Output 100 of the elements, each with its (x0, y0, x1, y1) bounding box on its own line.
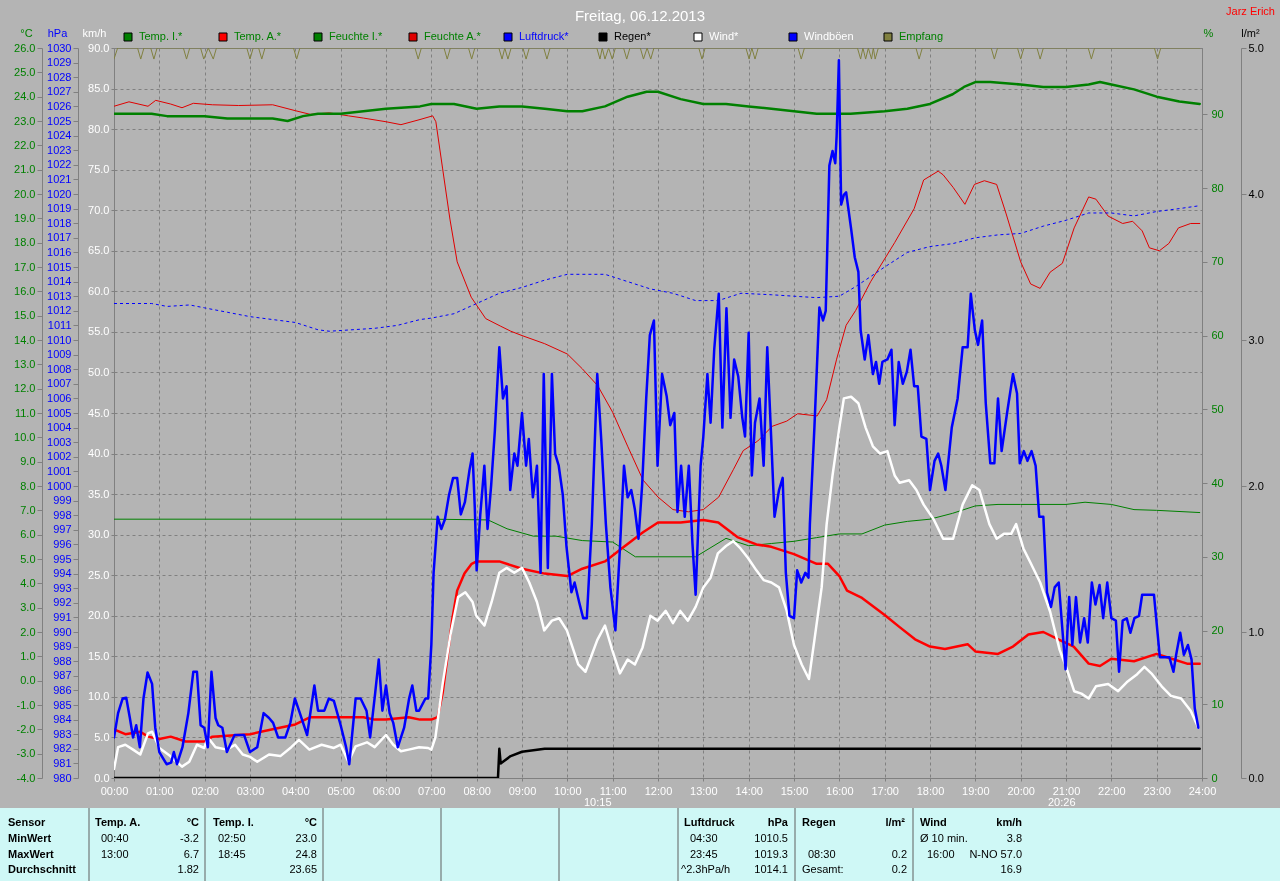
text: 23.0 (295, 832, 317, 844)
y2-tick-label: 1024 (47, 129, 72, 142)
text: Temp. A. (95, 816, 141, 828)
y2-tick-label: 1004 (47, 421, 72, 434)
text: 1010.5 (754, 832, 788, 844)
y-tick-label: 2.0 (20, 625, 36, 638)
y-tick-label: 15.0 (14, 309, 36, 322)
x-tick-label: 17:00 (871, 784, 899, 797)
y-tick-label: 0.0 (20, 674, 36, 687)
y3-tick-label: 75.0 (88, 163, 110, 176)
y2-tick-label: 1011 (47, 318, 72, 331)
y2-tick-label: 1012 (47, 304, 72, 317)
text: hPa (767, 816, 789, 828)
text: 02:50 (218, 832, 246, 844)
text: 1019.3 (754, 847, 788, 860)
text: Durchschnitt (8, 863, 77, 875)
y-tick-label: 40 (1211, 476, 1224, 489)
y-tick-label: 20 (1211, 624, 1224, 637)
legend-label: Wind* (709, 30, 740, 42)
y-tick-label: -4.0 (16, 771, 36, 784)
y2-tick-label: 990 (53, 625, 72, 638)
line-series (114, 99, 1201, 513)
y2-tick-label: 1019 (47, 202, 72, 215)
text: 23:45 (690, 847, 718, 860)
y3-tick-label: 55.0 (88, 325, 110, 338)
y-axis-title: °C (20, 26, 33, 39)
y2-tick-label: 987 (53, 669, 72, 682)
y3-tick-label: 30.0 (88, 528, 110, 541)
y-tick-label: 20.0 (14, 187, 36, 200)
y2-tick-label: 1028 (47, 70, 72, 83)
y2-tick-label: 1021 (47, 172, 72, 185)
y3-tick-label: 80.0 (88, 122, 110, 135)
y2-tick-label: 1007 (47, 377, 72, 390)
y2-tick-label: 1017 (47, 231, 72, 244)
text: 00:40 (101, 832, 129, 844)
y2-tick-label: 1014 (47, 275, 72, 288)
text: 13:00 (101, 847, 129, 860)
text: 20:26 (1048, 796, 1076, 808)
y2-tick-label: 997 (53, 523, 72, 536)
text: Wind (920, 816, 947, 828)
y-tick-label: 23.0 (14, 114, 36, 127)
y-tick-label: 60 (1211, 329, 1224, 342)
y-tick-label: 3.0 (20, 601, 36, 614)
text: 23.65 (289, 863, 317, 875)
y2-tick-label: 2.0 (1248, 479, 1264, 492)
y-tick-label: 12.0 (14, 382, 36, 395)
text: N-NO 57.0 (969, 847, 1022, 860)
y-tick-label: 13.0 (14, 357, 36, 370)
legend-label: Windböen (804, 30, 854, 42)
y2-tick-label: 1030 (47, 41, 72, 54)
legend-label: Feuchte A.* (424, 30, 482, 42)
y3-tick-label: 35.0 (88, 487, 110, 500)
text: 04:30 (690, 832, 718, 844)
y-tick-label: 21.0 (14, 163, 36, 176)
text: Sensor (8, 816, 47, 828)
y2-tick-label: 982 (53, 742, 72, 755)
x-tick-label: 02:00 (191, 784, 219, 797)
y-tick-label: -2.0 (16, 722, 36, 735)
x-tick-label: 06:00 (372, 784, 401, 797)
y-tick-label: 22.0 (14, 138, 36, 151)
y2-tick-label: 984 (53, 713, 72, 726)
x-tick-label: 21:00 (1052, 784, 1081, 797)
x-tick-label: 13:00 (690, 784, 718, 797)
text: Temp. I. (213, 816, 254, 828)
y2-tick-label: 989 (53, 640, 72, 653)
y3-tick-label: 0.0 (94, 771, 110, 784)
y-tick-label: 17.0 (14, 260, 36, 273)
y-axis-title: % (1203, 26, 1214, 39)
y-tick-label: 80 (1211, 181, 1224, 194)
x-tick-label: 09:00 (508, 784, 537, 797)
y3-tick-label: 20.0 (88, 609, 110, 622)
x-tick-label: 07:00 (418, 784, 446, 797)
y2-tick-label: 996 (53, 537, 72, 550)
line-series (114, 58, 1200, 766)
x-tick-label: 04:00 (282, 784, 310, 797)
y3-tick-label: 70.0 (88, 203, 110, 216)
y-tick-label: 1.0 (20, 649, 36, 662)
y2-tick-label: 1015 (47, 260, 72, 273)
text: °C (186, 816, 200, 828)
y2-tick-label: 985 (53, 698, 72, 711)
y-tick-label: 24.0 (14, 90, 36, 103)
y3-tick-label: 90.0 (88, 41, 110, 54)
legend-label: Temp. A.* (234, 30, 282, 42)
x-tick-label: 18:00 (916, 784, 945, 797)
y2-tick-label: 1001 (47, 464, 72, 477)
y-tick-label: 18.0 (14, 236, 36, 249)
x-tick-label: 16:00 (826, 784, 854, 797)
text: -3.2 (180, 832, 199, 844)
y-tick-label: 50 (1211, 402, 1224, 415)
text: Regen (802, 816, 836, 828)
y2-tick-label: 1027 (47, 85, 72, 98)
y2-tick-label: 1000 (47, 479, 72, 492)
y-tick-label: 90 (1211, 107, 1224, 120)
text: l/m² (885, 816, 906, 828)
text: Gesamt: (802, 863, 844, 875)
text: Luftdruck (684, 816, 736, 828)
y3-tick-label: 25.0 (88, 568, 110, 581)
legend-label: Empfang (899, 30, 944, 42)
y3-tick-label: 10.0 (88, 690, 110, 703)
y-tick-label: 8.0 (20, 479, 36, 492)
